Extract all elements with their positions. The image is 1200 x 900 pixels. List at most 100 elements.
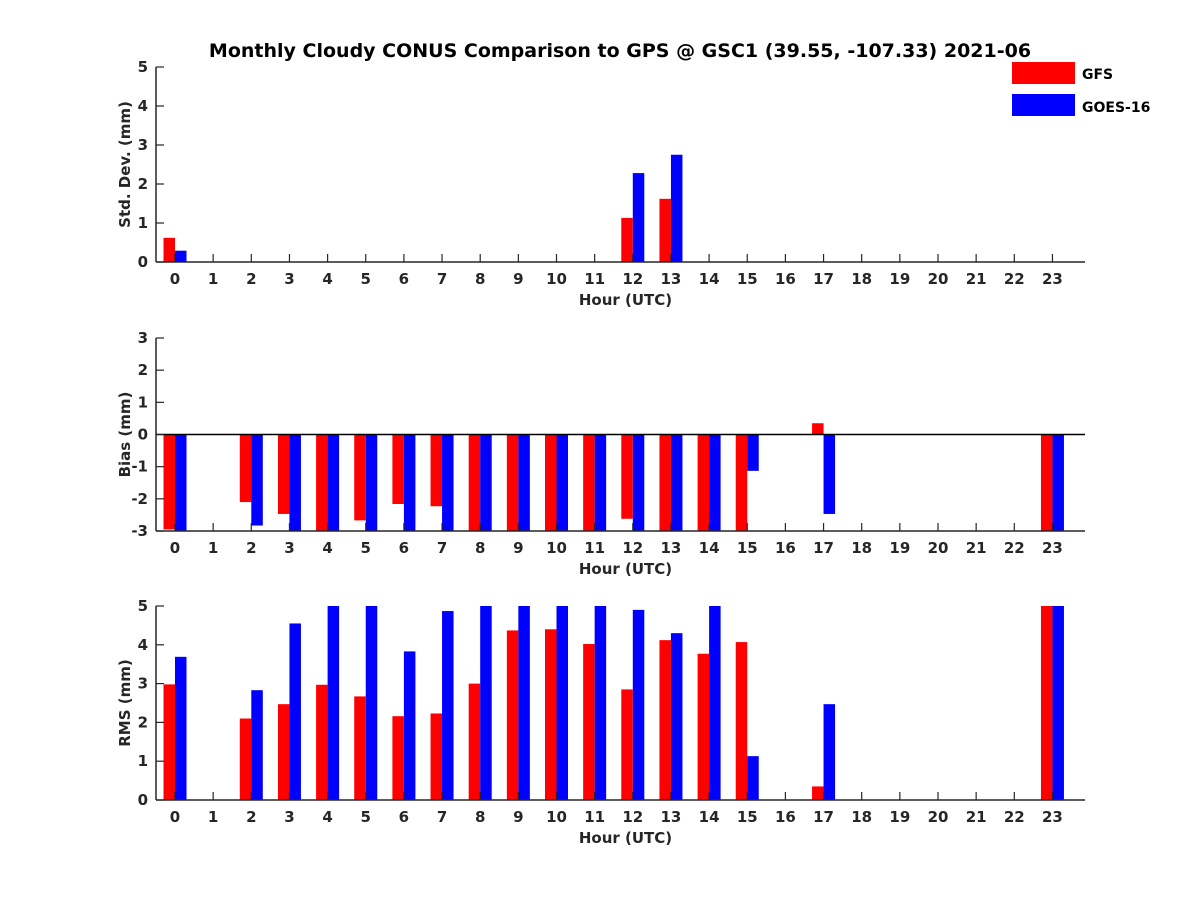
std-dev-x-tick-label: 12 (622, 270, 643, 288)
bias-y-tick-label: 2 (138, 361, 148, 379)
std-dev-bar-gfs-hour-12 (621, 217, 633, 262)
bias-bar-goes16-hour-3 (289, 434, 301, 531)
std-dev-bar-goes16-hour-0 (175, 250, 187, 262)
std-dev-x-axis-label: Hour (UTC) (579, 291, 672, 309)
bias-bar-goes16-hour-11 (594, 434, 607, 531)
bias-x-tick-label: 3 (284, 539, 294, 557)
rms-bar-gfs-hour-2 (239, 718, 252, 800)
rms-x-tick-label: 6 (399, 808, 409, 826)
bias-x-tick-label: 10 (546, 539, 567, 557)
std-dev-x-tick-label: 1 (208, 270, 218, 288)
rms-x-tick-label: 10 (546, 808, 567, 826)
rms-bar-goes16-hour-8 (480, 606, 492, 800)
rms-y-tick-label: 4 (138, 636, 148, 654)
rms-x-tick-label: 18 (851, 808, 872, 826)
bias-x-tick-label: 6 (399, 539, 409, 557)
rms-bar-goes16-hour-3 (289, 623, 301, 800)
bias-x-tick-label: 14 (699, 539, 720, 557)
bias-x-tick-label: 12 (622, 539, 643, 557)
bias-bar-goes16-hour-2 (251, 434, 263, 526)
bias-x-tick-label: 9 (513, 539, 523, 557)
rms-x-tick-label: 3 (284, 808, 294, 826)
bias-bar-gfs-hour-11 (583, 434, 595, 531)
rms-bar-gfs-hour-11 (583, 644, 595, 800)
std-dev-y-axis-label: Std. Dev. (mm) (116, 101, 134, 228)
rms-bar-goes16-hour-23 (1052, 606, 1064, 800)
bias-x-tick-label: 20 (928, 539, 949, 557)
bias-bar-gfs-hour-4 (316, 434, 328, 531)
std-dev-x-tick-label: 9 (513, 270, 523, 288)
rms-x-tick-label: 2 (246, 808, 256, 826)
bias-x-tick-label: 13 (661, 539, 682, 557)
std-dev-x-tick-label: 5 (361, 270, 371, 288)
bias-bar-gfs-hour-10 (545, 434, 557, 531)
bias-x-tick-label: 4 (322, 539, 332, 557)
rms-bar-gfs-hour-23 (1040, 606, 1053, 800)
std-dev-x-tick-label: 4 (322, 270, 332, 288)
bias-y-tick-label: -2 (131, 490, 148, 508)
rms-x-tick-label: 14 (699, 808, 720, 826)
bias-bar-gfs-hour-15 (735, 434, 748, 531)
bias-x-tick-label: 0 (170, 539, 180, 557)
bias-x-tick-label: 21 (966, 539, 987, 557)
std-dev-x-tick-label: 0 (170, 270, 180, 288)
rms-bar-goes16-hour-12 (632, 609, 645, 800)
std-dev-x-tick-label: 10 (546, 270, 567, 288)
rms-bar-goes16-hour-7 (442, 611, 454, 800)
rms-x-axis-label: Hour (UTC) (579, 829, 672, 847)
rms-bar-gfs-hour-17 (812, 786, 824, 800)
rms-x-tick-label: 8 (475, 808, 485, 826)
rms-x-tick-label: 21 (966, 808, 987, 826)
bias-x-tick-label: 18 (851, 539, 872, 557)
rms-x-tick-label: 9 (513, 808, 523, 826)
rms-bar-goes16-hour-15 (747, 756, 759, 800)
rms-y-tick-label: 5 (138, 597, 148, 615)
bias-bar-gfs-hour-23 (1040, 434, 1053, 531)
rms-bar-gfs-hour-3 (277, 704, 290, 800)
rms-y-tick-label: 3 (138, 675, 148, 693)
bias-x-tick-label: 22 (1004, 539, 1025, 557)
bias-x-tick-label: 11 (584, 539, 605, 557)
rms-bar-gfs-hour-4 (316, 684, 328, 800)
std-dev-bar-gfs-hour-0 (163, 237, 175, 262)
rms-x-tick-label: 11 (584, 808, 605, 826)
rms-bar-gfs-hour-5 (354, 696, 366, 800)
bias-bar-gfs-hour-13 (659, 434, 671, 531)
bias-bar-gfs-hour-14 (697, 434, 710, 531)
rms-bar-goes16-hour-17 (823, 704, 836, 800)
bias-bar-goes16-hour-0 (175, 434, 187, 531)
rms-x-tick-label: 20 (928, 808, 949, 826)
bias-y-tick-label: 0 (138, 426, 148, 444)
rms-x-tick-label: 23 (1042, 808, 1063, 826)
std-dev-x-tick-label: 14 (699, 270, 720, 288)
rms-bar-gfs-hour-15 (735, 642, 748, 800)
std-dev-x-tick-label: 7 (437, 270, 447, 288)
std-dev-x-tick-label: 11 (584, 270, 605, 288)
bias-x-tick-label: 5 (361, 539, 371, 557)
rms-y-tick-label: 1 (138, 752, 148, 770)
rms-x-tick-label: 13 (661, 808, 682, 826)
std-dev-bar-goes16-hour-13 (670, 154, 683, 262)
legend: GFS GOES-16 (1012, 62, 1150, 116)
bias-bar-gfs-hour-6 (392, 434, 404, 504)
rms-bar-goes16-hour-6 (403, 651, 416, 800)
bias-bar-goes16-hour-12 (632, 434, 645, 531)
bias-x-tick-label: 16 (775, 539, 796, 557)
rms-x-tick-label: 17 (813, 808, 834, 826)
bias-bar-goes16-hour-7 (442, 434, 454, 531)
std-dev-x-tick-label: 3 (284, 270, 294, 288)
std-dev-y-tick-label: 3 (138, 136, 148, 154)
rms-x-tick-label: 5 (361, 808, 371, 826)
rms-y-axis-label: RMS (mm) (116, 659, 134, 746)
bias-x-tick-label: 2 (246, 539, 256, 557)
rms-bar-goes16-hour-4 (327, 606, 340, 800)
bias-bar-gfs-hour-0 (163, 434, 175, 530)
bias-bar-goes16-hour-6 (403, 434, 416, 531)
std-dev-x-tick-label: 23 (1042, 270, 1063, 288)
rms-bar-gfs-hour-13 (659, 640, 671, 800)
std-dev-x-tick-label: 6 (399, 270, 409, 288)
bias-y-axis-label: Bias (mm) (116, 392, 134, 478)
rms-bar-goes16-hour-2 (251, 690, 263, 800)
